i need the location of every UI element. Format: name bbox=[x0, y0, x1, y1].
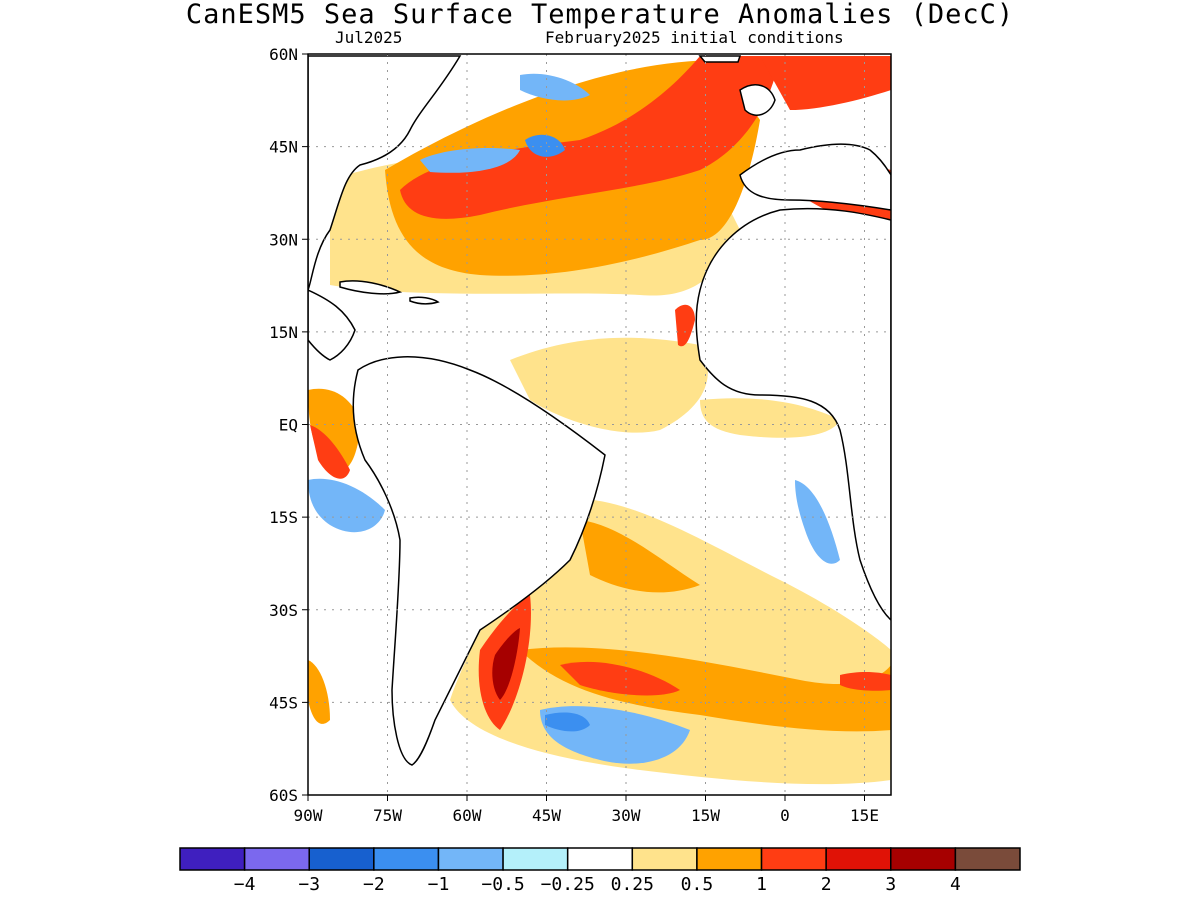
colorbar-label: −4 bbox=[234, 874, 256, 895]
anomaly-europe-red bbox=[760, 56, 891, 110]
anomaly-brazil-darkred bbox=[492, 628, 520, 700]
british-isles bbox=[739, 84, 776, 116]
chart-title: CanESM5 Sea Surface Temperature Anomalie… bbox=[185, 0, 1015, 30]
colorbar-swatch bbox=[308, 847, 375, 871]
colorbar-labels: −4 −3 −2 −1 −0.5 −0.25 0.25 0.5 1 2 3 4 bbox=[234, 874, 961, 895]
anomaly-patagonia-orange bbox=[308, 660, 330, 724]
colorbar-swatch bbox=[890, 847, 957, 871]
colorbar-swatch bbox=[243, 847, 310, 871]
europe bbox=[739, 143, 891, 211]
colorbar-swatch bbox=[179, 847, 246, 871]
colorbar-label: 0.5 bbox=[681, 874, 714, 895]
central-america bbox=[308, 289, 356, 361]
lon-tick-label: 15W bbox=[691, 806, 720, 825]
lon-tick-label: 0 bbox=[780, 806, 790, 825]
colorbar-label: −3 bbox=[298, 874, 320, 895]
initial-conditions-label: February2025 initial conditions bbox=[545, 28, 844, 47]
colorbar-swatch bbox=[954, 847, 1021, 871]
lat-tick-label: 60N bbox=[269, 45, 298, 64]
colorbar-swatch bbox=[502, 847, 569, 871]
anomaly-nw-blue bbox=[420, 148, 520, 173]
colorbar-label: 3 bbox=[885, 874, 896, 895]
lat-tick-label: 15N bbox=[269, 323, 298, 342]
anomaly-pacific-blue bbox=[308, 478, 385, 533]
colorbar-label: −2 bbox=[363, 874, 385, 895]
colorbar-swatch bbox=[566, 847, 634, 871]
colorbar-label: 2 bbox=[821, 874, 832, 895]
colorbar-label: 4 bbox=[950, 874, 961, 895]
lon-tick-label: 15E bbox=[850, 806, 879, 825]
anomaly-south-red2 bbox=[840, 671, 891, 691]
lon-tick-label: 60W bbox=[453, 806, 482, 825]
north-america bbox=[308, 55, 462, 291]
iceland bbox=[698, 55, 742, 63]
longitude-labels: 90W 75W 60W 45W 30W 15W 0 15E bbox=[294, 795, 879, 825]
lat-tick-label: 30S bbox=[269, 601, 298, 620]
anomaly-gulf-guinea-yellow bbox=[700, 398, 840, 438]
land-masses bbox=[308, 55, 891, 766]
colorbar-label: 1 bbox=[756, 874, 767, 895]
anomaly-tropical-yellow bbox=[510, 337, 708, 433]
anomaly-pacific-red bbox=[310, 425, 350, 479]
lat-tick-label: 60S bbox=[269, 786, 298, 805]
colorbar-label: 0.25 bbox=[611, 874, 654, 895]
lon-tick-label: 30W bbox=[612, 806, 641, 825]
lon-tick-label: 75W bbox=[373, 806, 402, 825]
cuba bbox=[339, 280, 403, 295]
colorbar-boxes bbox=[179, 847, 1021, 871]
anomaly-south-red bbox=[560, 661, 680, 696]
latitude-labels: 60N 45N 30N 15N EQ 15S 30S 45S 60S bbox=[269, 45, 308, 805]
lat-tick-label: EQ bbox=[279, 416, 298, 435]
south-america bbox=[352, 356, 606, 766]
anomaly-south-orange bbox=[580, 520, 700, 593]
lat-tick-label: 45N bbox=[269, 138, 298, 157]
colorbar-swatch bbox=[631, 847, 698, 871]
colorbar-swatch bbox=[825, 847, 892, 871]
anomaly-benguela-blue bbox=[795, 480, 840, 564]
lon-tick-label: 90W bbox=[294, 806, 323, 825]
colorbar-swatch bbox=[373, 847, 440, 871]
gridlines bbox=[308, 54, 891, 795]
lat-tick-label: 30N bbox=[269, 230, 298, 249]
lat-tick-label: 45S bbox=[269, 693, 298, 712]
forecast-month: Jul2025 bbox=[335, 28, 403, 47]
hispaniola bbox=[409, 296, 440, 305]
colorbar-swatch bbox=[696, 847, 763, 871]
anomaly-canary-red bbox=[675, 304, 695, 347]
colorbar-swatch bbox=[760, 847, 827, 871]
colorbar-label: −1 bbox=[428, 874, 450, 895]
colorbar-label: −0.5 bbox=[481, 874, 524, 895]
anomaly-north-red bbox=[400, 56, 780, 219]
lon-tick-label: 45W bbox=[532, 806, 561, 825]
colorbar-swatch bbox=[437, 847, 504, 871]
anomaly-southwest-blue2 bbox=[545, 712, 590, 732]
anomaly-labrador-blue bbox=[520, 73, 590, 101]
lat-tick-label: 15S bbox=[269, 508, 298, 527]
colorbar-label: −0.25 bbox=[541, 874, 595, 895]
anomaly-nw-blue2 bbox=[525, 134, 565, 157]
